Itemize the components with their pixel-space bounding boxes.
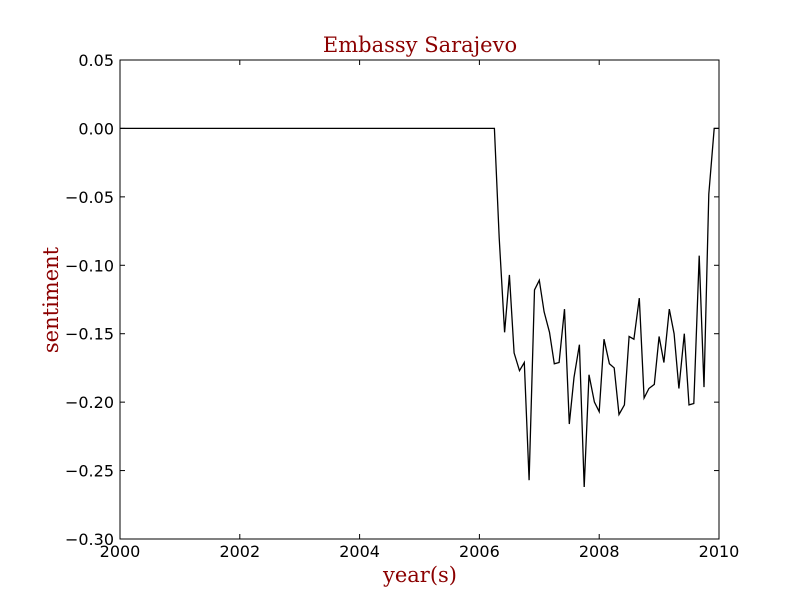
- x-tick-label: 2000: [100, 542, 141, 561]
- y-tick-label: −0.20: [65, 393, 114, 412]
- y-tick-label: −0.30: [65, 530, 114, 549]
- y-axis-label: sentiment: [39, 246, 63, 353]
- y-tick-label: 0.05: [78, 51, 114, 70]
- y-tick-label: −0.25: [65, 462, 114, 481]
- y-tick-label: 0.00: [78, 119, 114, 138]
- y-tick-label: −0.10: [65, 256, 114, 275]
- y-tick-label: −0.15: [65, 325, 114, 344]
- chart-marks: [120, 127, 719, 488]
- x-tick-label: 2010: [699, 542, 740, 561]
- x-tick-label: 2008: [579, 542, 620, 561]
- x-axis-label: year(s): [382, 563, 457, 587]
- y-tick-label: −0.05: [65, 188, 114, 207]
- series-line-0: [120, 127, 719, 488]
- plot-frame: [119, 59, 720, 540]
- axis-ticks: 2000 2002 2004 2006 2008 2010 0.05 0.00 −0.05 −0.…: [65, 51, 739, 561]
- chart-title: Embassy Sarajevo: [323, 33, 517, 57]
- x-tick-label: 2004: [339, 542, 380, 561]
- x-tick-label: 2006: [459, 542, 500, 561]
- x-tick-label: 2002: [219, 542, 260, 561]
